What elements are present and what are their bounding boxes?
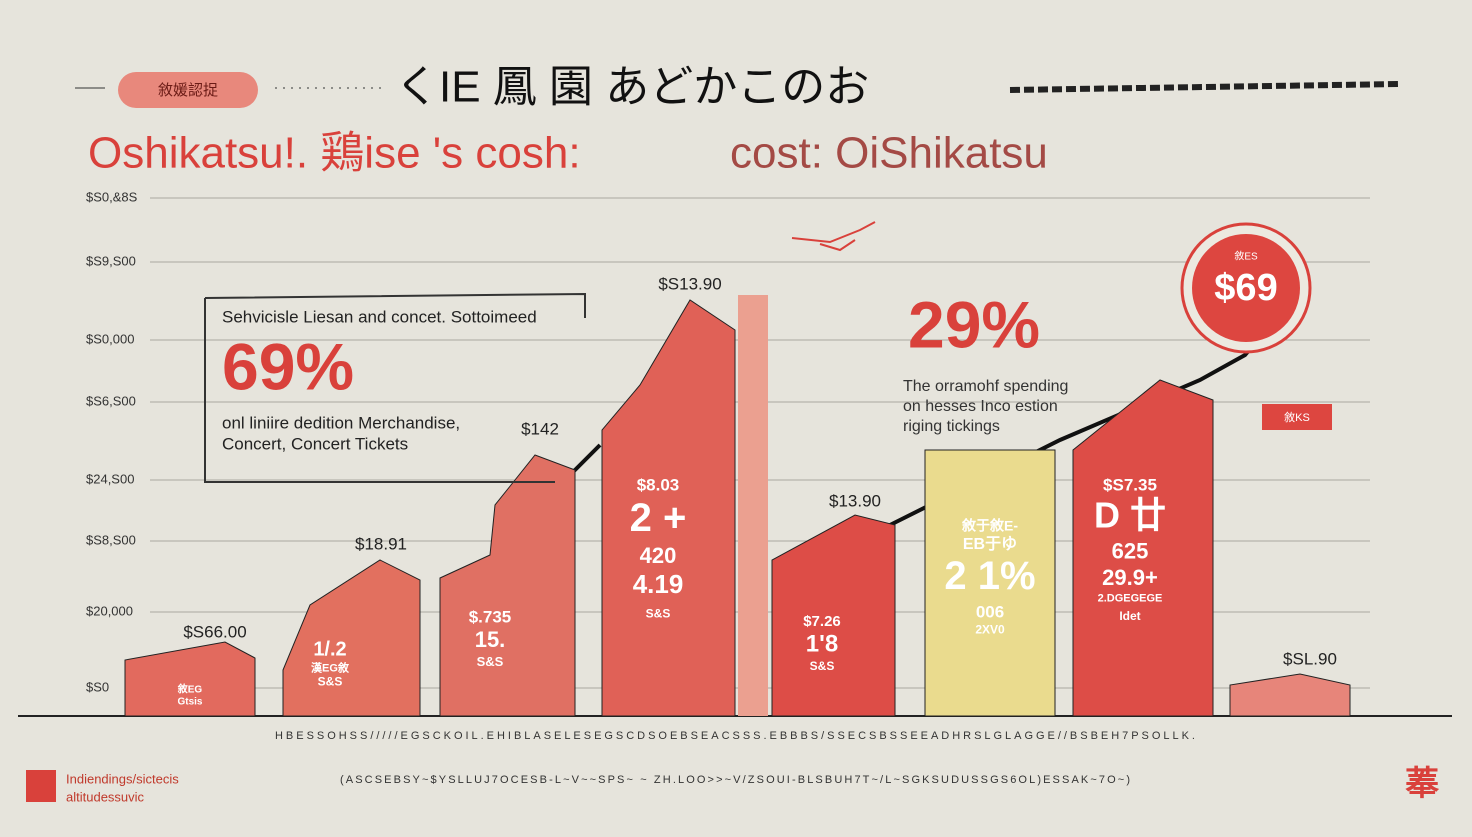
bar-inner-label: $8.03 bbox=[637, 475, 680, 494]
bar-inner-label: 625 bbox=[1112, 538, 1149, 563]
callout-text: Concert, Concert Tickets bbox=[222, 434, 408, 453]
bar-inner-label: 2 1% bbox=[944, 554, 1035, 598]
annotation-text: on hesses Inco estion bbox=[903, 398, 1058, 415]
bar-top-label: $S13.90 bbox=[658, 274, 721, 293]
bar-inner-label: S&S bbox=[646, 606, 671, 620]
badge bbox=[1192, 234, 1300, 342]
bar-inner-label: Gtsis bbox=[177, 697, 202, 708]
y-axis-label: $S8,S00 bbox=[86, 532, 136, 547]
badge-value: $69 bbox=[1214, 267, 1277, 309]
bar-top-label: $SL.90 bbox=[1283, 649, 1337, 668]
y-axis-label: $S0,000 bbox=[86, 331, 134, 346]
bar-inner-label: $S7.35 bbox=[1103, 475, 1157, 494]
bar-inner-label: EB于ゆ bbox=[963, 535, 1017, 553]
bar-inner-label: $7.26 bbox=[803, 613, 841, 630]
bar bbox=[439, 454, 576, 717]
bar-inner-label: 敘EG bbox=[177, 683, 203, 696]
bar-inner-label: 006 bbox=[976, 602, 1004, 621]
bar-inner-label: 420 bbox=[640, 543, 677, 568]
bar-top-label: $18.91 bbox=[355, 534, 407, 553]
bar-inner-label: 1'8 bbox=[806, 631, 838, 658]
y-axis-label: $S0 bbox=[86, 679, 109, 694]
bar-inner-label: 29.9+ bbox=[1102, 565, 1158, 590]
badge-small: 敘ES bbox=[1234, 250, 1258, 263]
rule bbox=[1009, 81, 1401, 93]
bar-inner-label: S&S bbox=[477, 654, 504, 669]
y-axis-label: $S9,S00 bbox=[86, 253, 136, 268]
bar bbox=[924, 449, 1056, 717]
callout-percent: 69% bbox=[222, 329, 354, 403]
y-axis-label: $24,S00 bbox=[86, 471, 134, 486]
callout-text: onl liniire dedition Merchandise, bbox=[222, 413, 460, 432]
bar-top-label: $13.90 bbox=[829, 491, 881, 510]
bar-inner-label: S&S bbox=[318, 675, 343, 689]
bar-inner-label: 4.19 bbox=[633, 569, 684, 599]
box bbox=[1262, 404, 1332, 430]
y-axis-label: $20,000 bbox=[86, 603, 133, 618]
title-red: Oshikatsu!. 鶏ise 's cosh: bbox=[88, 129, 581, 178]
bar-inner-label: 2 + bbox=[630, 496, 687, 540]
ribbon bbox=[738, 295, 768, 716]
tag-pill bbox=[118, 72, 258, 108]
bar-inner-label: Idet bbox=[1119, 609, 1140, 623]
bar-inner-label: 敘于敘E- bbox=[961, 518, 1018, 534]
box-label: 敘KS bbox=[1284, 410, 1310, 424]
bar bbox=[282, 559, 421, 717]
tag: 敘媛認捉 bbox=[158, 82, 218, 99]
bar bbox=[771, 514, 896, 717]
bar bbox=[1229, 673, 1351, 717]
bar-top-label: $142 bbox=[521, 419, 559, 438]
logo bbox=[26, 770, 56, 802]
bar-inner-label: D 廿 bbox=[1094, 494, 1166, 535]
corner-mark: 菶 bbox=[1405, 765, 1440, 803]
bar-top-label: $S66.00 bbox=[183, 622, 246, 641]
footer-row: HBESSOHSS/////EGSCKOIL.EHIBLASELESEGSCDS… bbox=[275, 730, 1195, 742]
annotation-text: The orramohf spending bbox=[903, 378, 1068, 395]
y-axis-label: $S6,S00 bbox=[86, 393, 136, 408]
title-gray: cost: OiShikatsu bbox=[730, 129, 1048, 178]
doodle bbox=[791, 221, 876, 252]
callout-heading: Sehvicisle Liesan and concet. Sottoimeed bbox=[222, 307, 537, 326]
bar-inner-label: 2XV0 bbox=[975, 622, 1005, 636]
y-axis-label: $S0,&8S bbox=[86, 189, 138, 204]
bar-inner-label: $.735 bbox=[469, 607, 512, 626]
bar bbox=[601, 299, 736, 717]
bar-inner-label: S&S bbox=[810, 659, 835, 673]
bar-inner-label: 15. bbox=[475, 627, 506, 652]
bar bbox=[1072, 379, 1214, 717]
annotation-percent: 29% bbox=[908, 287, 1040, 361]
annotation-text: riging tickings bbox=[903, 418, 1000, 435]
logo-text: Indiendings/sictecis bbox=[66, 771, 179, 786]
title-jp: くIE 鳳 園 あどかこのお bbox=[395, 63, 869, 112]
bar-inner-label: 2.DGEGEGE bbox=[1098, 593, 1163, 605]
bar-inner-label: 1/.2 bbox=[313, 638, 346, 660]
bar-inner-label: 漢EG敘 bbox=[311, 661, 349, 675]
logo-text: altitudessuvic bbox=[66, 789, 145, 804]
bar bbox=[124, 641, 256, 717]
footer-row: (ASCSEBSY~$YSLLUJ7OCESB-L~V~~SPS~ ~ ZH.L… bbox=[340, 774, 1130, 786]
callout-frame bbox=[204, 292, 586, 483]
